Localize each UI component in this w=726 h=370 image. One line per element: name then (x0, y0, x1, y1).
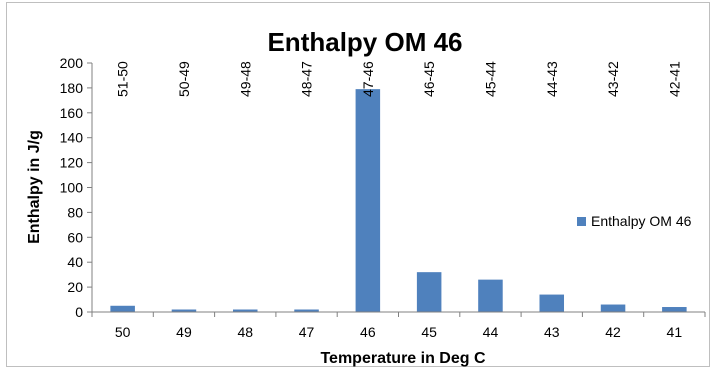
x-tick-label: 50 (115, 324, 131, 340)
chart-frame: 0 20 40 60 80 100 120 140 160 180 200 50 49 48 47 46 45… (6, 2, 710, 367)
y-tick-label: 40 (67, 254, 83, 270)
chart-title: Enthalpy OM 46 (267, 27, 462, 57)
y-tick-label: 60 (67, 229, 83, 245)
y-axis-title: Enthalpy in J/g (26, 130, 43, 244)
range-labels: 51-50 50-49 49-48 48-47 47-46 46-45 45-44 44-43… (115, 61, 683, 97)
y-tick-label: 20 (67, 279, 83, 295)
bar (171, 309, 197, 312)
x-tick-label: 41 (667, 324, 683, 340)
bar (539, 294, 565, 312)
chart-svg: 0 20 40 60 80 100 120 140 160 180 200 50 49 48 47 46 45… (26, 27, 706, 367)
range-label: 47-46 (360, 61, 376, 97)
y-tick-label: 200 (60, 55, 84, 71)
legend-swatch (577, 217, 586, 226)
y-tick-label: 0 (75, 304, 83, 320)
bar (662, 307, 687, 312)
range-label: 45-44 (482, 61, 498, 97)
x-tick-label: 48 (237, 324, 253, 340)
x-tick-label: 44 (483, 324, 499, 340)
range-label: 44-43 (544, 61, 560, 97)
bar (110, 305, 135, 312)
x-tick-label: 45 (421, 324, 437, 340)
bar (600, 304, 626, 312)
y-tick-label: 120 (60, 155, 84, 171)
bar (416, 272, 442, 312)
y-tick-label: 100 (60, 180, 84, 196)
x-tick-label: 42 (605, 324, 621, 340)
legend: Enthalpy OM 46 (577, 213, 692, 229)
range-label: 43-42 (605, 61, 621, 97)
range-label: 46-45 (421, 61, 437, 97)
bar (355, 89, 381, 313)
range-label: 49-48 (237, 61, 253, 97)
x-axis-title: Temperature in Deg C (320, 350, 486, 367)
bar (294, 309, 319, 312)
y-tick-label: 80 (67, 204, 83, 220)
y-tick-label: 160 (60, 105, 84, 121)
x-tick-label: 46 (360, 324, 376, 340)
range-label: 51-50 (115, 61, 131, 97)
range-label: 48-47 (299, 61, 315, 97)
x-tick-label: 47 (299, 324, 315, 340)
bar (478, 279, 503, 312)
x-axis-ticks: 50 49 48 47 46 45 44 43 42 41 (91, 312, 706, 340)
bar (232, 309, 258, 312)
bars (110, 89, 687, 313)
y-axis-ticks: 0 20 40 60 80 100 120 140 160 180 200 (60, 55, 92, 320)
y-tick-label: 140 (60, 130, 84, 146)
y-tick-label: 180 (60, 80, 84, 96)
x-tick-label: 49 (176, 324, 192, 340)
x-tick-label: 43 (544, 324, 560, 340)
legend-label: Enthalpy OM 46 (591, 213, 692, 229)
range-label: 42-41 (666, 61, 682, 97)
range-label: 50-49 (176, 61, 192, 97)
